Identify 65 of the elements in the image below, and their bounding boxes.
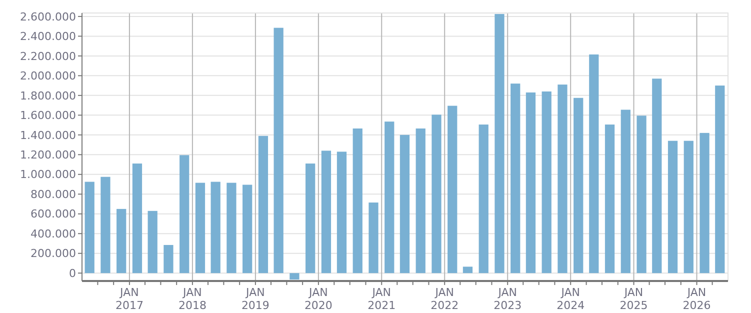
bar [100, 176, 110, 274]
y-tick-label: 2.400.000 [20, 30, 76, 44]
y-tick-label: 1.000.000 [20, 168, 76, 182]
bar [589, 54, 599, 274]
bar [195, 182, 206, 274]
y-tick-label: 2.600.000 [20, 10, 76, 24]
bar [306, 164, 316, 274]
bar [258, 136, 268, 274]
y-tick-label: 1.600.000 [20, 109, 76, 122]
bar [148, 210, 158, 274]
bar [242, 184, 252, 274]
bar [558, 84, 568, 274]
bar [620, 110, 630, 274]
bar [226, 182, 236, 274]
bar [652, 78, 662, 274]
bar [84, 182, 94, 274]
bar [462, 266, 473, 274]
bar [668, 140, 678, 274]
bar [684, 140, 694, 274]
x-tick-label: JAN 2020 [304, 286, 332, 312]
bar [574, 98, 584, 274]
bar [542, 91, 552, 274]
y-tick-label: 1.800.000 [20, 89, 76, 102]
bar [290, 273, 300, 280]
y-tick-label: 800.000 [30, 188, 76, 201]
bar [336, 152, 347, 274]
bar [494, 14, 504, 274]
bar [526, 92, 536, 274]
bar [368, 202, 378, 274]
x-tick-label: JAN 2024 [556, 286, 585, 312]
bar [478, 124, 488, 274]
y-tick-label: 400.000 [30, 227, 76, 240]
bar [432, 114, 442, 274]
bar [400, 134, 410, 274]
bar [715, 86, 725, 274]
bar [164, 244, 174, 274]
bar [132, 164, 142, 274]
y-tick-label: 1.200.000 [20, 148, 76, 162]
bar [352, 128, 362, 274]
y-tick-label: 2.000.000 [20, 70, 76, 83]
x-tick-label: JAN 2017 [115, 286, 144, 312]
x-tick-label: JAN 2021 [368, 286, 396, 312]
bar [180, 155, 190, 274]
x-tick-label: JAN 2023 [494, 286, 522, 312]
bar [510, 84, 520, 274]
y-tick-label: 600.000 [30, 208, 76, 221]
bar [700, 132, 710, 274]
y-tick-label: 1.400.000 [20, 128, 76, 142]
bar [384, 122, 394, 274]
bar [448, 106, 458, 274]
bar [636, 116, 646, 274]
x-tick-label: JAN 2025 [620, 286, 648, 312]
bar [116, 208, 126, 274]
y-tick-label: 200.000 [30, 247, 76, 260]
x-tick-label: JAN 2022 [430, 286, 459, 312]
bar [274, 28, 284, 274]
bar [321, 150, 332, 274]
x-tick-label: JAN 2018 [178, 286, 206, 312]
bar [604, 124, 615, 274]
bar [416, 128, 426, 274]
y-tick-label: 0 [69, 266, 76, 280]
x-tick-label: JAN 2026 [682, 286, 711, 312]
bar [210, 182, 220, 274]
x-tick-label: JAN 2019 [241, 286, 270, 312]
y-tick-label: 2.200.000 [20, 50, 76, 63]
